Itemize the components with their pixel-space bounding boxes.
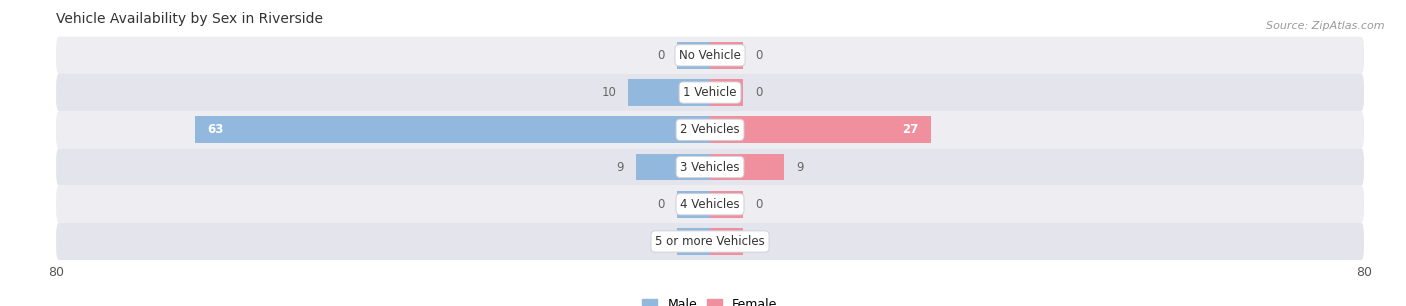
- FancyBboxPatch shape: [56, 111, 1364, 148]
- Text: 1 Vehicle: 1 Vehicle: [683, 86, 737, 99]
- Text: 9: 9: [796, 161, 803, 174]
- Text: 0: 0: [755, 49, 762, 62]
- Text: 5 or more Vehicles: 5 or more Vehicles: [655, 235, 765, 248]
- Text: Vehicle Availability by Sex in Riverside: Vehicle Availability by Sex in Riverside: [56, 12, 323, 26]
- Text: 0: 0: [658, 235, 665, 248]
- FancyBboxPatch shape: [56, 148, 1364, 186]
- Bar: [628, 79, 710, 106]
- Text: 2 Vehicles: 2 Vehicles: [681, 123, 740, 136]
- Text: 0: 0: [658, 198, 665, 211]
- Bar: [710, 228, 742, 255]
- Legend: Male, Female: Male, Female: [637, 293, 783, 306]
- Text: 3 Vehicles: 3 Vehicles: [681, 161, 740, 174]
- Text: 4 Vehicles: 4 Vehicles: [681, 198, 740, 211]
- Bar: [710, 191, 742, 218]
- Text: Source: ZipAtlas.com: Source: ZipAtlas.com: [1267, 21, 1385, 32]
- Bar: [710, 79, 742, 106]
- Text: 27: 27: [903, 123, 918, 136]
- Text: 63: 63: [208, 123, 224, 136]
- Text: 0: 0: [658, 49, 665, 62]
- Bar: [678, 228, 710, 255]
- Bar: [195, 116, 710, 143]
- Text: 0: 0: [755, 198, 762, 211]
- Bar: [637, 154, 710, 181]
- FancyBboxPatch shape: [56, 37, 1364, 74]
- Bar: [710, 154, 783, 181]
- Text: 10: 10: [602, 86, 616, 99]
- FancyBboxPatch shape: [56, 186, 1364, 223]
- Bar: [678, 42, 710, 69]
- FancyBboxPatch shape: [56, 223, 1364, 260]
- Text: No Vehicle: No Vehicle: [679, 49, 741, 62]
- FancyBboxPatch shape: [56, 74, 1364, 111]
- Bar: [710, 116, 931, 143]
- Text: 0: 0: [755, 235, 762, 248]
- Text: 9: 9: [617, 161, 624, 174]
- Text: 0: 0: [755, 86, 762, 99]
- Bar: [678, 191, 710, 218]
- Bar: [710, 42, 742, 69]
